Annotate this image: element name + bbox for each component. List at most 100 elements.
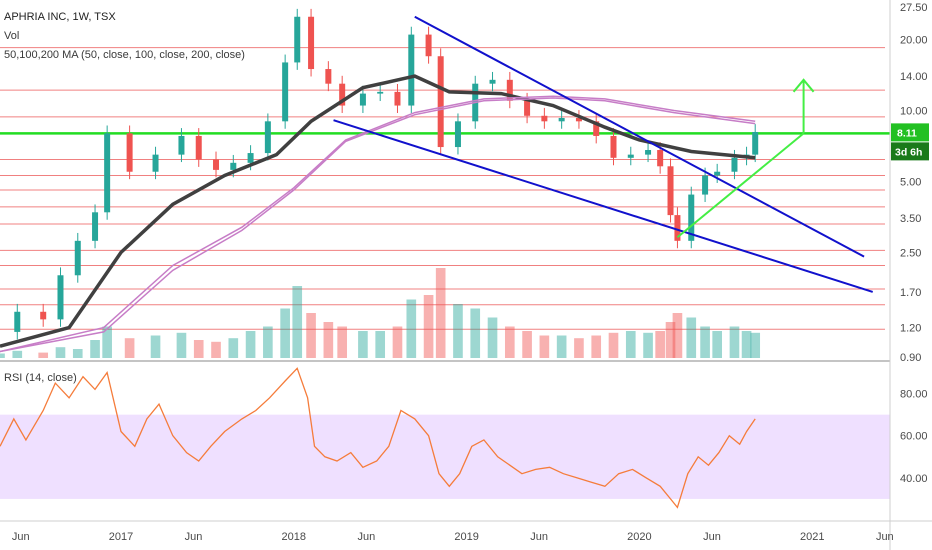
candle-body-10 [195, 135, 202, 160]
candle-body-11 [213, 159, 220, 170]
countdown-label: 3d 6h [895, 146, 922, 158]
candle-body-26 [454, 121, 461, 148]
rsi-axis[interactable]: 80.00 60.00 40.00 [900, 389, 928, 485]
time-tick-7: 2020 [627, 531, 651, 543]
rsi-tick-2: 40.00 [900, 473, 928, 485]
candle-body-31 [541, 115, 548, 122]
time-tick-4: Jun [357, 531, 375, 543]
candle-body-14 [264, 121, 271, 154]
time-tick-2: Jun [185, 531, 203, 543]
volume-bar-36 [625, 331, 636, 358]
volume-bar-23 [406, 299, 417, 358]
volume-bar-45 [741, 331, 752, 358]
volume-bar-8 [150, 335, 161, 358]
volume-bar-18 [323, 322, 334, 358]
time-tick-3: 2018 [282, 531, 306, 543]
candle-body-8 [152, 154, 159, 172]
trendlines[interactable] [333, 15, 874, 293]
candle-body-12 [230, 162, 237, 170]
price-tick-9: 1.70 [900, 287, 921, 299]
volume-bar-28 [487, 317, 498, 358]
price-tick-8: 2.50 [900, 247, 921, 259]
volume-bar-26 [453, 304, 463, 358]
ma-50-line [0, 74, 756, 348]
time-tick-8: Jun [703, 531, 721, 543]
volume-bars [0, 268, 761, 358]
volume-bar-20 [358, 331, 368, 358]
ma-100-line [0, 95, 756, 353]
rsi-tick-1: 60.00 [900, 431, 928, 443]
trendline-blue-0 [414, 15, 865, 258]
price-tick-10: 1.20 [900, 323, 921, 335]
candle-body-1 [14, 311, 21, 332]
time-tick-10: Jun [876, 531, 894, 543]
candle-body-3 [57, 275, 64, 320]
candle-body-33 [575, 117, 582, 122]
volume-bar-22 [392, 326, 403, 358]
candle-body-6 [104, 133, 111, 213]
last-price-badge [891, 123, 929, 142]
legend-volume: Vol [4, 30, 19, 42]
candle-body-2 [40, 311, 47, 320]
price-pane[interactable] [0, 0, 890, 360]
trendline-green-2 [676, 132, 805, 239]
candle-body-40 [674, 215, 681, 241]
time-tick-0: Jun [12, 531, 30, 543]
candle-body-38 [657, 150, 664, 167]
candle-body-5 [92, 212, 99, 241]
rsi-band [0, 414, 890, 499]
volume-bar-14 [263, 326, 273, 358]
time-tick-9: 2021 [800, 531, 824, 543]
candle-body-17 [308, 16, 315, 70]
price-tick-6: 5.00 [900, 176, 921, 188]
volume-bar-7 [124, 338, 135, 358]
volume-bar-39 [665, 322, 676, 358]
volume-bar-19 [337, 326, 347, 358]
time-tick-6: Jun [530, 531, 548, 543]
candle-body-19 [339, 83, 346, 106]
volume-bar-38 [655, 331, 665, 358]
candle-body-46 [752, 131, 759, 155]
legend-moving-averages: 50,100,200 MA (50, close, 100, close, 20… [4, 49, 245, 61]
ma-200-line [0, 97, 756, 353]
volume-bar-0 [0, 353, 5, 358]
volume-bar-11 [211, 341, 221, 358]
volume-bar-25 [435, 268, 446, 358]
volume-bar-37 [643, 332, 653, 358]
candle-body-7 [126, 133, 133, 172]
candle-body-15 [282, 62, 289, 122]
volume-bar-41 [686, 317, 697, 358]
moving-averages [0, 74, 756, 353]
volume-bar-10 [193, 340, 204, 358]
candle-body-16 [294, 16, 301, 63]
volume-bar-31 [539, 335, 550, 358]
rsi-tick-0: 80.00 [900, 389, 928, 401]
volume-bar-17 [306, 313, 316, 358]
price-tick-0: 27.50 [900, 2, 928, 14]
volume-bar-34 [591, 335, 602, 358]
price-badges: 8.11 3d 6h [891, 123, 929, 161]
candle-body-39 [667, 166, 674, 216]
volume-bar-42 [700, 326, 710, 358]
time-tick-5: 2019 [454, 531, 478, 543]
volume-bar-6 [102, 326, 112, 358]
volume-bar-5 [90, 340, 100, 358]
candle-body-20 [359, 93, 366, 106]
candle-body-4 [74, 240, 81, 276]
volume-bar-12 [228, 338, 239, 358]
rsi-series [0, 367, 756, 509]
candle-body-29 [506, 79, 513, 101]
candle-body-9 [178, 135, 185, 155]
price-axis[interactable]: 27.50 20.00 14.00 10.00 5.00 3.50 2.50 1.70 1.20… [900, 2, 928, 364]
candle-body-25 [437, 56, 444, 148]
time-axis[interactable]: Jun 2017 Jun 2018 Jun 2019 Jun 2020 Jun 2021 Jun [12, 531, 894, 543]
volume-bar-21 [375, 331, 386, 358]
candle-body-13 [247, 153, 254, 163]
volume-bar-43 [712, 331, 723, 358]
legend-rsi: RSI (14, close) [4, 372, 77, 384]
price-tick-2: 14.00 [900, 71, 928, 83]
volume-bar-16 [292, 286, 303, 358]
target-arrow-head [792, 78, 815, 93]
volume-bar-44 [729, 326, 740, 358]
